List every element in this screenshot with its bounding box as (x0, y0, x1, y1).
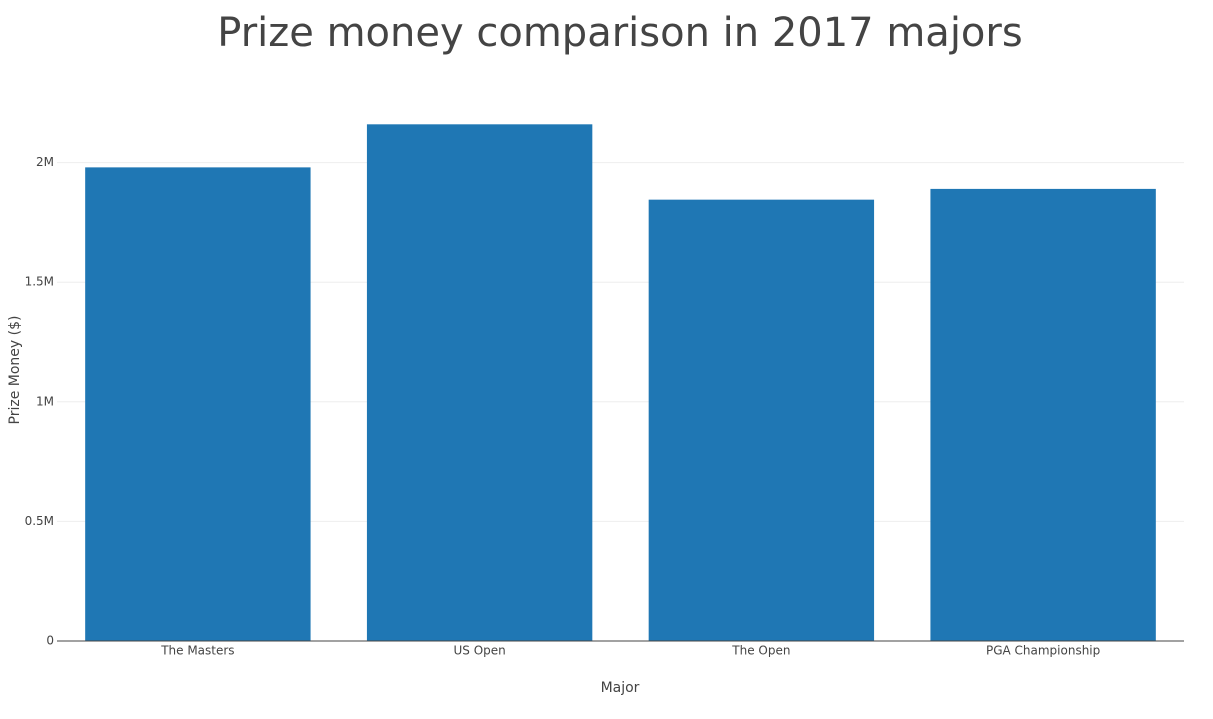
x-tick-label: PGA Championship (986, 644, 1100, 658)
y-tick-label: 1.5M (25, 275, 54, 289)
y-tick-label: 1M (36, 394, 54, 408)
bar (648, 199, 875, 641)
bar (366, 124, 593, 642)
y-axis-title: Prize Money ($) (7, 316, 23, 425)
x-tick-label: The Open (731, 644, 790, 658)
bar (930, 188, 1156, 641)
bar (85, 167, 311, 641)
y-tick-label: 2M (36, 155, 54, 169)
chart-title: Prize money comparison in 2017 majors (217, 10, 1022, 56)
x-axis-title: Major (601, 680, 640, 696)
y-tick-label: 0.5M (25, 514, 54, 528)
y-tick-label: 0 (46, 634, 54, 648)
x-tick-label: The Masters (160, 644, 234, 658)
x-tick-label: US Open (453, 644, 505, 658)
